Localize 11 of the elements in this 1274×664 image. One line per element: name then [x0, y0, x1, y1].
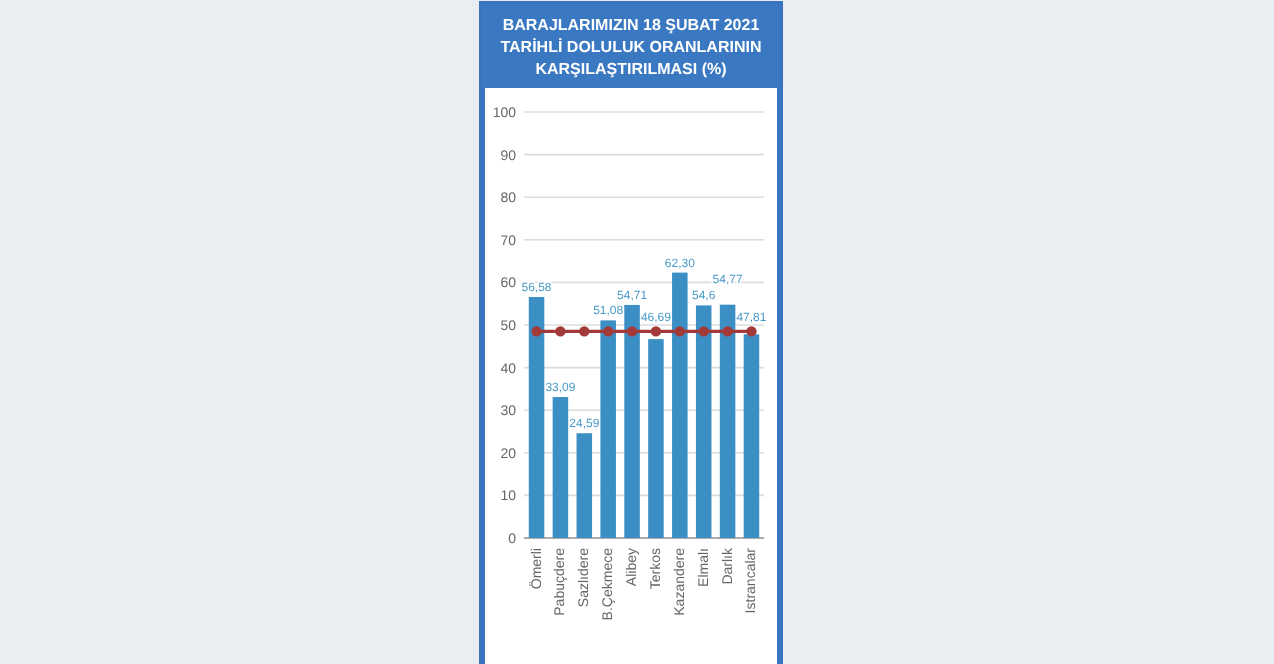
bar: [528, 296, 545, 538]
bar: [695, 305, 712, 538]
bar: [600, 320, 616, 538]
bar: [576, 433, 593, 538]
bar: [672, 272, 688, 538]
bar: [624, 304, 640, 538]
bar: [719, 304, 736, 538]
bar: [648, 339, 664, 538]
bar: [552, 397, 569, 538]
chart-title: BARAJLARIMIZIN 18 ŞUBAT 2021 TARİHLİ DOLULUK ORANLARININ KARŞILAŞTIRILMASI (%): [500, 16, 762, 78]
bar: [743, 334, 760, 538]
